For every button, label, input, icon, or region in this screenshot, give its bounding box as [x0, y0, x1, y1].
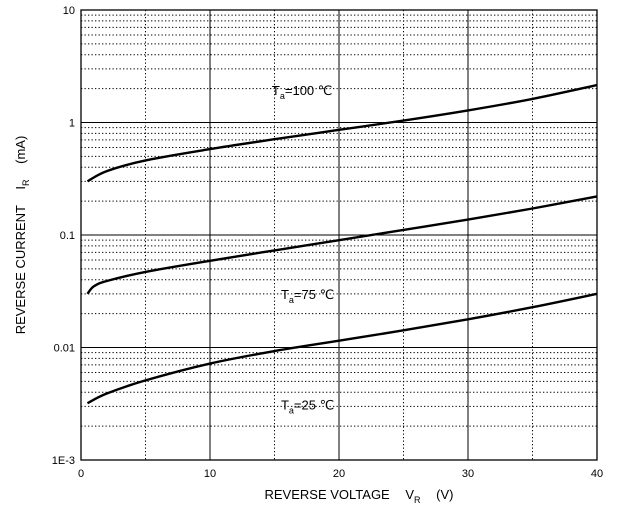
- curve-label-0: Ta=100 ℃: [272, 83, 332, 101]
- x-axis-label: REVERSE VOLTAGE VR (V): [265, 487, 454, 506]
- curve-label-value: =100 ℃: [285, 83, 333, 98]
- x-axis-label-symbol: V: [405, 487, 414, 502]
- y-tick-label: 0.01: [54, 343, 75, 355]
- y-tick-label: 0.1: [60, 230, 75, 242]
- x-tick-label: 30: [462, 468, 474, 480]
- x-tick-label: 40: [591, 468, 603, 480]
- x-axis-label-subscript: R: [414, 495, 421, 505]
- y-tick-label: 10: [63, 5, 75, 17]
- curve-series-2: [87, 294, 597, 403]
- x-tick-label: 10: [204, 468, 216, 480]
- curve-series-1: [87, 196, 597, 293]
- curve-label-symbol: T: [281, 287, 289, 302]
- y-tick-label: 1E-3: [52, 455, 75, 467]
- curve-label-2: Ta=25 ℃: [281, 398, 334, 416]
- curve-label-value: =75 ℃: [294, 287, 334, 302]
- curve-label-value: =25 ℃: [294, 398, 334, 413]
- curve-label-1: Ta=75 ℃: [281, 287, 334, 305]
- y-axis-label-subscript: R: [21, 179, 31, 186]
- y-axis-label-text: REVERSE CURRENT: [13, 205, 28, 334]
- curve-label-symbol: T: [281, 398, 289, 413]
- y-axis-label: REVERSE CURRENT IR (mA): [13, 136, 32, 335]
- x-axis-label-unit: (V): [436, 487, 453, 502]
- curve-series-0: [87, 85, 597, 181]
- y-axis-label-unit: (mA): [13, 136, 28, 164]
- x-tick-label: 20: [333, 468, 345, 480]
- x-axis-label-text: REVERSE VOLTAGE: [265, 487, 391, 502]
- x-tick-label: 0: [78, 468, 84, 480]
- curves: [87, 85, 597, 403]
- curve-label-symbol: T: [272, 83, 280, 98]
- y-tick-label: 1: [69, 118, 75, 130]
